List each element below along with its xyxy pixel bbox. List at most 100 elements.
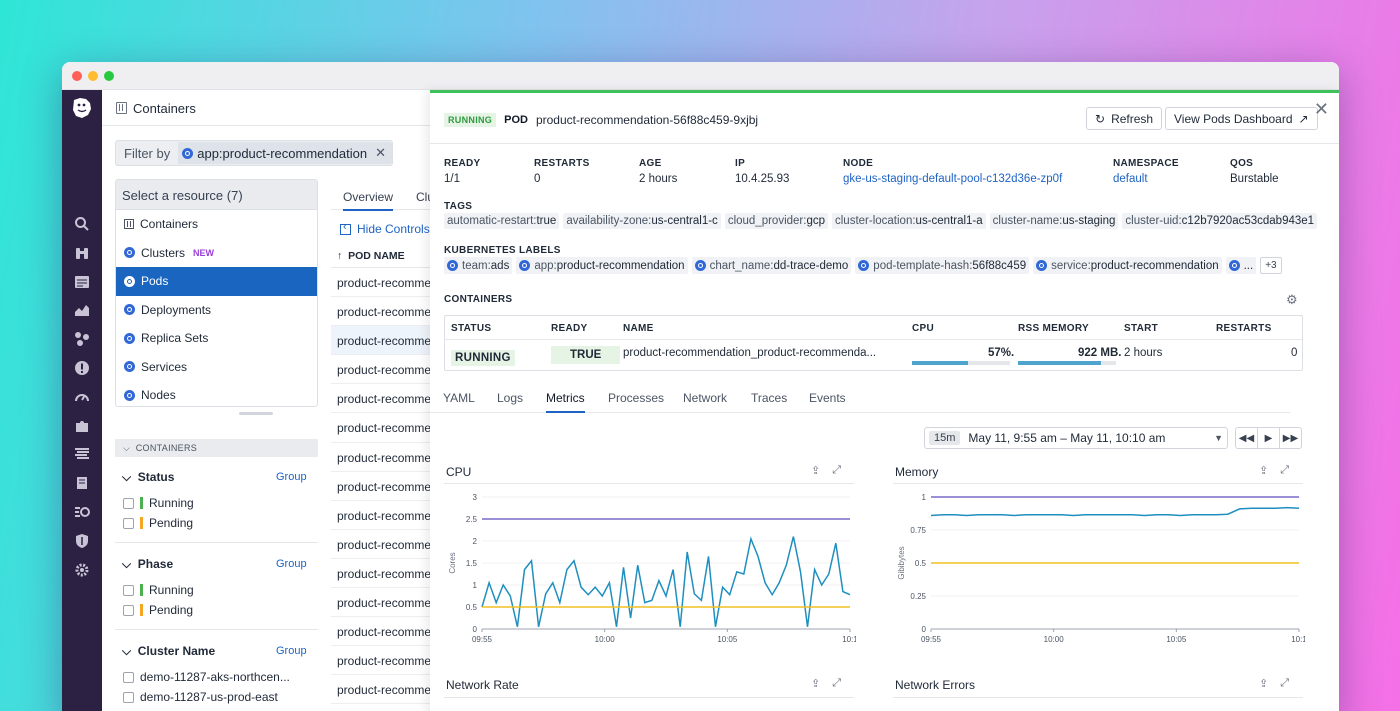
filter-chip-close-icon[interactable]: ✕ [375, 145, 386, 160]
facet-option[interactable]: Running [123, 583, 194, 597]
tab-overview[interactable]: Overview [343, 190, 394, 211]
datadog-logo-icon[interactable] [70, 96, 94, 120]
tab-yaml[interactable]: YAML [443, 391, 475, 405]
logs-icon[interactable] [74, 446, 90, 462]
facet-phase-title[interactable]: ⌵ Phase [122, 557, 174, 571]
container-name[interactable]: product-recommendation_product-recommend… [623, 347, 877, 359]
pod-row[interactable]: product-recommer [331, 413, 431, 443]
resource-item-deployments[interactable]: Deployments [116, 296, 317, 325]
facet-option[interactable]: demo-11287-us-prod-east [123, 690, 278, 704]
settings-gear-icon[interactable] [74, 562, 90, 578]
resource-item-clusters[interactable]: Clusters NEW [116, 239, 317, 268]
pod-row[interactable]: product-recommer [331, 675, 431, 705]
kubernetes-label[interactable]: chart_name: dd-trace-demo [691, 257, 852, 274]
search-icon[interactable] [74, 216, 90, 232]
checkbox[interactable] [123, 584, 134, 596]
apm-icon[interactable] [74, 389, 90, 405]
tab-clusters[interactable]: Clu [416, 190, 435, 204]
facet-cluster-title[interactable]: ⌵ Cluster Name [122, 644, 216, 658]
notebooks-icon[interactable] [74, 475, 90, 491]
filter-chip[interactable]: app:product-recommendation ✕ [178, 142, 392, 164]
tag[interactable]: cluster-uid: c12b7920ac53cdab943e1 [1122, 213, 1318, 229]
pod-row[interactable]: product-recommer [331, 530, 431, 559]
resource-selector-header[interactable]: Select a resource (7) [116, 180, 317, 210]
facet-cluster-group-link[interactable]: Group [276, 645, 307, 657]
facet-option[interactable]: Pending [123, 603, 193, 617]
monitors-icon[interactable] [74, 360, 90, 376]
checkbox[interactable] [123, 691, 134, 703]
tab-network[interactable]: Network [683, 391, 728, 405]
view-pods-dashboard-button[interactable]: View Pods Dashboard ↗ [1165, 107, 1318, 130]
resource-item-services[interactable]: Services [116, 353, 317, 382]
resource-item-containers[interactable]: Containers [116, 210, 317, 239]
expand-icon[interactable]: ⤢ [832, 464, 842, 476]
more-labels-button[interactable]: +3 [1260, 257, 1282, 274]
metrics-icon[interactable] [74, 302, 90, 318]
pod-row[interactable]: product-recommer [331, 297, 431, 327]
kubernetes-label[interactable]: service: product-recommendation [1033, 257, 1222, 274]
pod-row[interactable]: product-recommer [331, 355, 431, 385]
facet-option[interactable]: Running [123, 496, 194, 510]
pod-row[interactable]: product-recommer [331, 588, 431, 618]
pod-row[interactable]: product-recommer [331, 268, 431, 298]
close-window-button[interactable] [72, 71, 82, 81]
tag[interactable]: cloud_provider: gcp [724, 213, 828, 229]
kubernetes-label[interactable]: team: ads [444, 257, 513, 274]
resource-item-nodes[interactable]: Nodes [116, 381, 317, 406]
facet-option[interactable]: demo-11287-aks-northcen... [123, 670, 290, 684]
checkbox[interactable] [123, 671, 134, 683]
tab-traces[interactable]: Traces [751, 391, 788, 405]
facet-option[interactable]: Pending [123, 516, 193, 530]
resize-handle[interactable] [239, 412, 273, 415]
pod-row[interactable]: product-recommer [331, 472, 431, 501]
pod-row[interactable]: product-recommer [331, 501, 431, 530]
settings-gear-icon[interactable]: ⚙ [1286, 292, 1298, 307]
puzzle-icon[interactable] [74, 418, 90, 434]
expand-icon[interactable]: ⤢ [1280, 464, 1290, 476]
tag[interactable]: cluster-name: us-staging [989, 213, 1119, 229]
tab-metrics[interactable]: Metrics [546, 391, 585, 413]
pod-row[interactable]: product-recommer [331, 443, 431, 472]
expand-icon[interactable]: ⤢ [1280, 677, 1290, 689]
tab-processes[interactable]: Processes [608, 391, 665, 405]
pod-row[interactable]: product-recommer [331, 646, 431, 676]
tag[interactable]: availability-zone: us-central1-c [563, 213, 721, 229]
facet-status-group-link[interactable]: Group [276, 471, 307, 483]
namespace-link[interactable]: default [1113, 173, 1148, 185]
resource-item-pods[interactable]: Pods [116, 267, 317, 296]
time-range-selector[interactable]: 15m May 11, 9:55 am – May 11, 10:10 am ▼ [924, 427, 1228, 449]
facet-status-title[interactable]: ⌵ Status [122, 470, 175, 484]
facet-phase-group-link[interactable]: Group [276, 558, 307, 570]
kubernetes-label[interactable]: ... [1225, 257, 1257, 274]
kubernetes-label[interactable]: app: product-recommendation [516, 257, 688, 274]
facet-section-header[interactable]: ⌵ CONTAINERS [115, 439, 318, 457]
checkbox[interactable] [123, 517, 134, 529]
pod-row[interactable]: product-recommer [331, 617, 431, 647]
resource-item-replica-sets[interactable]: Replica Sets [116, 324, 317, 353]
hide-controls-button[interactable]: Hide Controls [340, 221, 430, 236]
close-panel-icon[interactable]: ✕ [1313, 99, 1329, 119]
expand-icon[interactable]: ⤢ [832, 677, 842, 689]
minimize-window-button[interactable] [88, 71, 98, 81]
tag[interactable]: automatic-restart: true [444, 213, 560, 229]
share-icon[interactable]: ⇪ [1259, 465, 1269, 477]
node-link[interactable]: gke-us-staging-default-pool-c132d36e-zp0… [843, 173, 1063, 185]
synthetics-icon[interactable] [74, 504, 90, 520]
tab-events[interactable]: Events [809, 391, 846, 405]
checkbox[interactable] [123, 604, 134, 616]
tag[interactable]: cluster-location: us-central1-a [832, 213, 986, 229]
kubernetes-label[interactable]: pod-template-hash:56f88c459 [855, 257, 1030, 274]
dashboards-icon[interactable] [74, 274, 90, 290]
pod-row[interactable]: product-recommer [331, 384, 431, 414]
share-icon[interactable]: ⇪ [811, 465, 821, 477]
fast-forward-icon[interactable]: ▶▶ [1282, 432, 1299, 444]
pod-row[interactable]: product-recommer [331, 559, 431, 589]
integrations-icon[interactable] [74, 331, 90, 347]
pod-name-column-header[interactable]: ↑ POD NAME [331, 244, 431, 268]
binoculars-icon[interactable] [74, 245, 90, 261]
pod-row[interactable]: product-recommer [331, 326, 431, 356]
maximize-window-button[interactable] [104, 71, 114, 81]
play-icon[interactable]: ▶ [1258, 428, 1280, 448]
rewind-icon[interactable]: ◀◀ [1236, 428, 1258, 448]
checkbox[interactable] [123, 497, 134, 509]
